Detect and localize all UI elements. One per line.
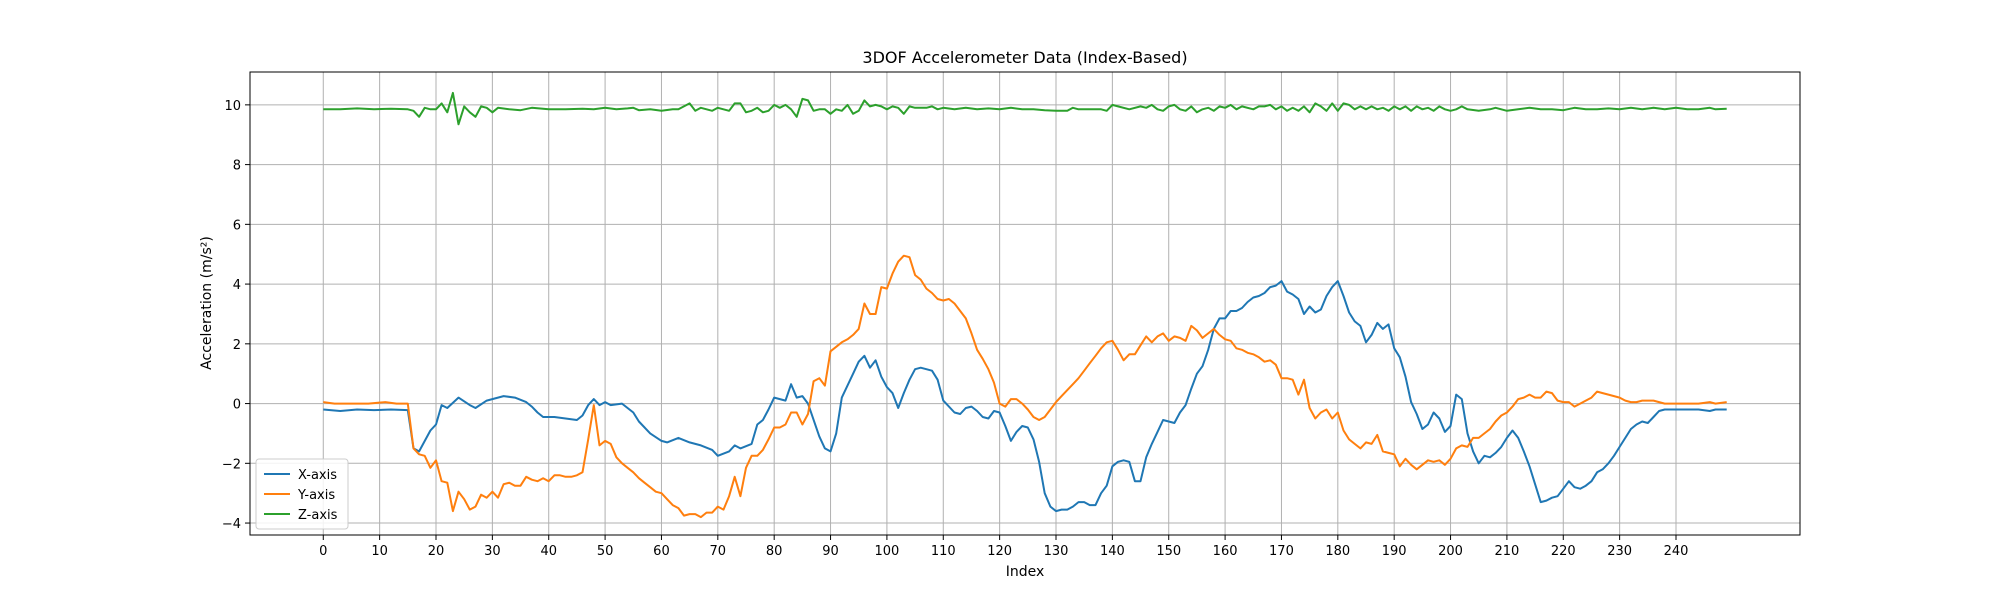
series-line-x-axis <box>323 280 1727 513</box>
y-tick-label: 8 <box>233 159 241 174</box>
x-tick-label: 100 <box>874 544 899 559</box>
x-tick-label: 70 <box>710 544 727 559</box>
y-axis-ticks: −4 −2 0 2 4 6 8 10 <box>222 99 250 532</box>
y-tick-label: 6 <box>233 218 241 233</box>
y-tick-label: −4 <box>222 517 241 532</box>
x-tick-label: 110 <box>931 544 956 559</box>
x-tick-label: 0 <box>319 544 327 559</box>
series-line-y-axis <box>323 254 1727 519</box>
legend-label: X-axis <box>298 468 337 483</box>
x-tick-label: 90 <box>822 544 839 559</box>
y-tick-label: 2 <box>233 338 241 353</box>
x-tick-label: 140 <box>1100 544 1125 559</box>
grid-lines <box>250 72 1800 535</box>
plot-area-frame <box>249 71 1801 536</box>
x-tick-label: 50 <box>597 544 614 559</box>
y-tick-label: 10 <box>224 99 241 114</box>
x-tick-label: 230 <box>1607 544 1632 559</box>
x-tick-label: 30 <box>484 544 501 559</box>
legend-label: Z-axis <box>298 508 338 523</box>
x-tick-label: 80 <box>766 544 783 559</box>
x-tick-label: 160 <box>1213 544 1238 559</box>
x-axis-label: Index <box>1006 564 1045 580</box>
x-tick-label: 170 <box>1269 544 1294 559</box>
x-tick-label: 60 <box>653 544 670 559</box>
x-tick-label: 180 <box>1325 544 1350 559</box>
legend: X-axis Y-axis Z-axis <box>255 458 349 530</box>
y-axis-label: Acceleration (m/s²) <box>199 236 215 370</box>
x-tick-label: 210 <box>1494 544 1519 559</box>
legend-label: Y-axis <box>297 488 335 503</box>
x-tick-label: 20 <box>428 544 445 559</box>
y-tick-label: 4 <box>233 278 241 293</box>
x-tick-label: 190 <box>1382 544 1407 559</box>
y-tick-label: 0 <box>233 398 241 413</box>
chart-title: 3DOF Accelerometer Data (Index-Based) <box>862 48 1187 67</box>
x-tick-label: 40 <box>540 544 557 559</box>
legend-box <box>255 458 349 530</box>
x-tick-label: 240 <box>1664 544 1689 559</box>
x-tick-label: 120 <box>987 544 1012 559</box>
series-line-z-axis <box>323 91 1727 126</box>
y-tick-label: −2 <box>222 457 241 472</box>
x-tick-label: 220 <box>1551 544 1576 559</box>
x-tick-label: 150 <box>1156 544 1181 559</box>
x-tick-label: 130 <box>1044 544 1069 559</box>
x-tick-label: 200 <box>1438 544 1463 559</box>
x-axis-ticks: 0 10 20 30 40 50 60 70 80 90 100 110 120 130 140 150 160… <box>319 535 1688 559</box>
x-tick-label: 10 <box>371 544 388 559</box>
series-lines <box>323 91 1727 519</box>
